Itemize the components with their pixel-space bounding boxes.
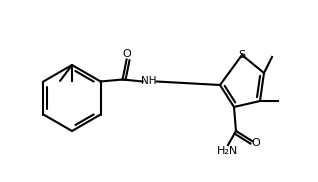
Text: O: O: [122, 50, 131, 60]
Text: NH: NH: [141, 76, 156, 86]
Text: O: O: [252, 138, 260, 148]
Text: S: S: [238, 50, 245, 60]
Text: H₂N: H₂N: [218, 146, 238, 156]
